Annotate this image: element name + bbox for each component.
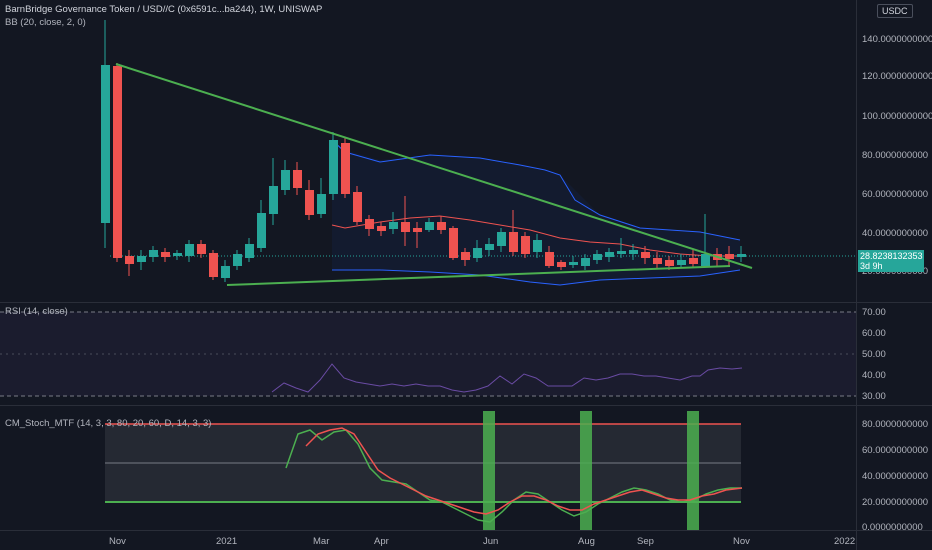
time-tick: Aug (578, 536, 595, 547)
time-tick: Jun (483, 536, 499, 547)
time-tick: Mar (313, 536, 330, 547)
rsi-tick: 30.00 (862, 391, 886, 402)
oversold-bar-2 (580, 411, 592, 530)
chart-title: BarnBridge Governance Token / USD//C (0x… (5, 4, 323, 15)
stoch-tick: 60.0000000000 (862, 445, 929, 456)
bb-indicator-label[interactable]: BB (20, close, 2, 0) (5, 17, 86, 28)
bb-upper-band (331, 139, 741, 241)
price-tick: 40.0000000000 (862, 228, 929, 239)
price-tick: 100.0000000000 (862, 111, 932, 122)
rsi-tick: 60.00 (862, 328, 886, 339)
time-tick: 2021 (216, 536, 238, 547)
rsi-band (0, 312, 856, 396)
rsi-tick: 50.00 (862, 349, 886, 360)
time-tick: Nov (109, 536, 126, 547)
rsi-line (271, 363, 743, 393)
bb-band-fill (332, 140, 740, 285)
price-tick: 140.0000000000 (862, 34, 932, 45)
last-price-value: 28.8238132353 (860, 251, 923, 261)
rsi-tick: 70.00 (862, 307, 886, 318)
price-tick: 80.0000000000 (862, 150, 929, 161)
trend-line-upper (115, 63, 753, 269)
stoch-title[interactable]: CM_Stoch_MTF (14, 3, 3, 80, 20, 60, D, 1… (5, 418, 212, 429)
time-tick: 2022 (834, 536, 856, 547)
trend-line-lower (226, 265, 731, 286)
oversold-bar-3 (687, 411, 699, 530)
stoch-d-line (305, 427, 743, 515)
time-tick: Apr (374, 536, 389, 547)
time-tick: Nov (733, 536, 750, 547)
currency-badge[interactable]: USDC (877, 4, 913, 18)
stoch-tick: 40.0000000000 (862, 471, 929, 482)
stoch-tick: 20.0000000000 (862, 497, 929, 508)
stoch-tick: 80.0000000000 (862, 419, 929, 430)
countdown: 3d 9h (860, 261, 883, 271)
price-tick: 60.0000000000 (862, 189, 929, 200)
last-price-tag: 28.8238132353 3d 9h (858, 250, 924, 272)
rsi-tick: 40.00 (862, 370, 886, 381)
bb-basis (331, 215, 740, 257)
stoch-tick: 0.0000000000 (862, 522, 923, 533)
bb-lower-band (332, 269, 741, 286)
rsi-title[interactable]: RSI (14, close) (5, 306, 68, 317)
oversold-bar-1 (483, 411, 495, 530)
candles (101, 20, 746, 282)
time-tick: Sep (637, 536, 654, 547)
price-tick: 120.0000000000 (862, 71, 932, 82)
